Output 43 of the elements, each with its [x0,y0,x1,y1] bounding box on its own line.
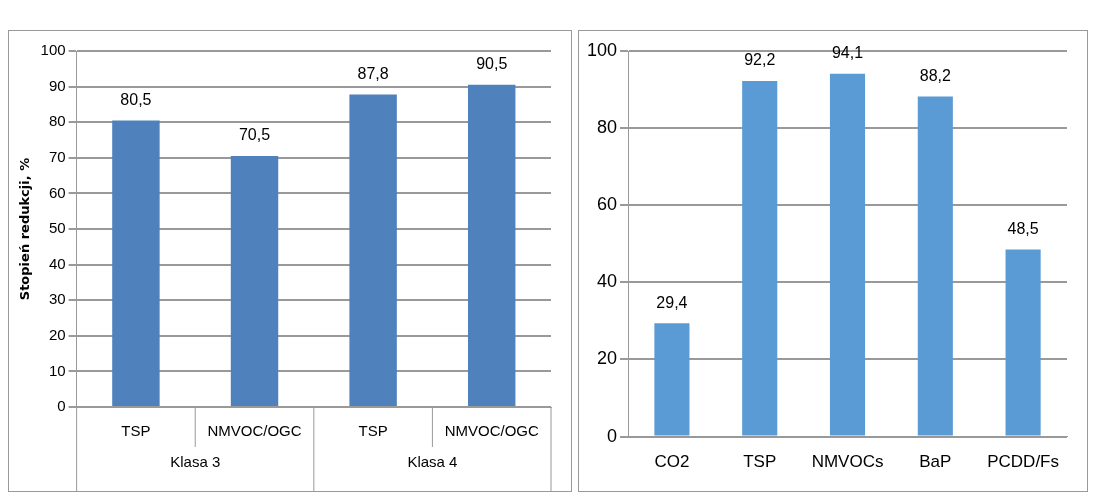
y-tick-label: 80 [48,112,66,130]
x-tick-label: CO2 [654,452,690,472]
y-tick-label: 20 [48,325,66,343]
data-label: 48,5 [1007,219,1039,237]
data-label: 70,5 [238,126,271,144]
y-tick-label: 80 [597,117,618,138]
y-tick-label: 10 [48,361,66,379]
x-tick-label: BaP [919,452,952,472]
text: Klasa 3 [170,453,221,471]
x-tick-label: PCDD/Fs [987,452,1059,472]
x-tick-label: TSP [121,422,151,440]
bar [1005,249,1041,436]
y-tick-label: 30 [48,290,66,308]
y-tick-label: 40 [597,271,618,292]
data-label: 87,8 [357,64,389,82]
text: Klasa 4 [407,453,458,471]
data-label: 88,2 [919,66,951,84]
bar [654,323,690,436]
bar [742,81,778,436]
y-tick-label: 100 [586,39,618,60]
y-tick-label: 60 [597,194,618,215]
x-tick-label: TSP [743,452,777,472]
y-tick-label: 0 [607,425,618,446]
y-tick-label: 50 [48,219,66,237]
data-label: 92,2 [744,51,776,69]
y-tick-label: 0 [57,397,66,415]
y-tick-label: 90 [48,76,66,94]
x-tick-label: TSP [358,422,388,440]
data-label: 80,5 [120,90,152,108]
y-tick-label: 100 [40,41,66,59]
bar [829,73,866,436]
x-tick-label: NMVOC/OGC [207,422,302,440]
data-label: 29,4 [656,293,688,311]
x-tick-label: NMVOCs [811,452,884,472]
y-tick-label: 40 [48,254,66,272]
y-tick-label: 20 [597,348,618,369]
y-tick-label: 60 [48,183,66,201]
data-label: 94,1 [831,44,864,62]
data-label: 90,5 [476,55,508,73]
x-tick-label: NMVOC/OGC [444,422,539,440]
y-tick-label: 70 [48,147,66,165]
y-axis-title: Stopień redukcji, % [17,157,33,301]
bar [917,96,953,436]
